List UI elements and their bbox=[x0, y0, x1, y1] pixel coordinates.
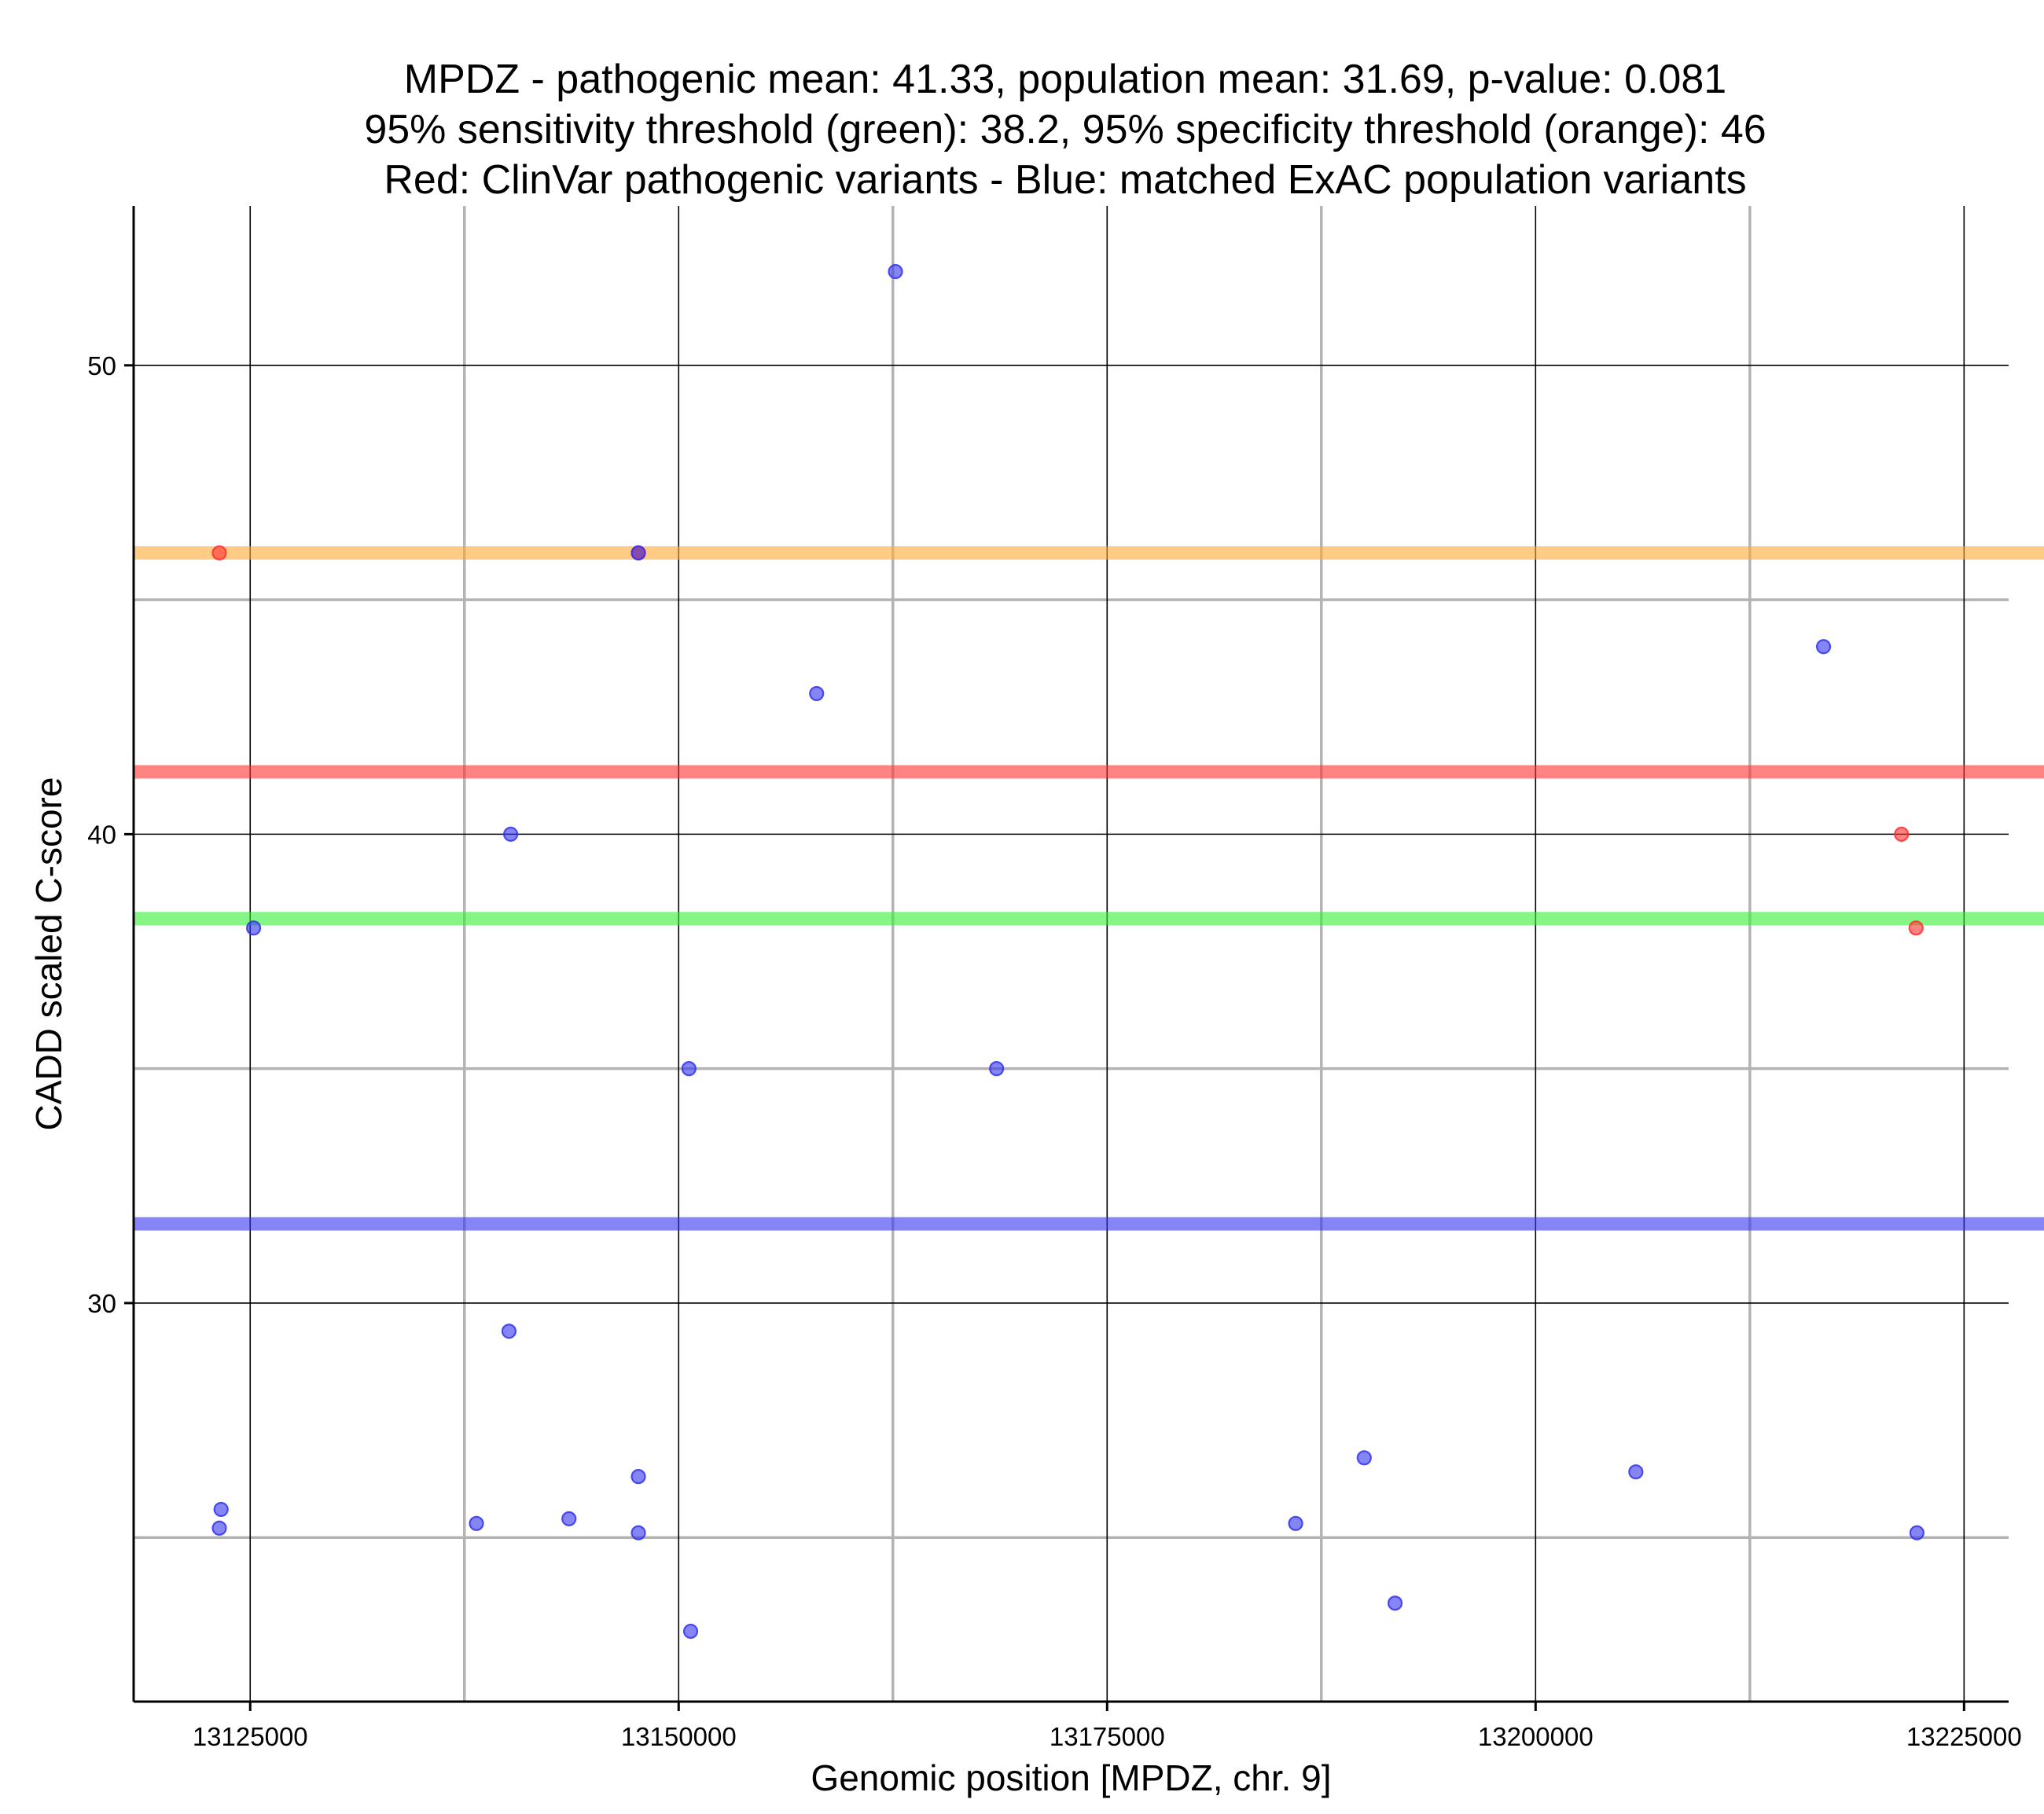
population-point bbox=[561, 1511, 577, 1526]
reference-lines bbox=[134, 545, 2044, 1231]
x-tick-label: 13175000 bbox=[1050, 1722, 1165, 1751]
population-point bbox=[630, 1525, 646, 1540]
y-tick-label: 50 bbox=[87, 351, 116, 380]
population-point bbox=[682, 1623, 699, 1640]
title-line-3: Red: ClinVar pathogenic variants - Blue:… bbox=[384, 157, 1746, 203]
data-points bbox=[211, 263, 1925, 1640]
population-point bbox=[469, 1515, 484, 1531]
population-point bbox=[211, 1520, 227, 1536]
population-point bbox=[246, 920, 262, 936]
x-tick-label: 13150000 bbox=[621, 1722, 737, 1751]
y-tick-label: 30 bbox=[87, 1289, 116, 1318]
grid-lines bbox=[134, 206, 2009, 1702]
population-point bbox=[503, 826, 519, 842]
population-point bbox=[888, 263, 903, 280]
pathogenic-point bbox=[211, 545, 227, 561]
x-axis-title: Genomic position [MPDZ, chr. 9] bbox=[811, 1757, 1331, 1798]
population-point bbox=[1387, 1596, 1403, 1611]
x-tick-label: 13200000 bbox=[1478, 1722, 1594, 1751]
y-tick-label: 40 bbox=[87, 820, 116, 849]
title-line-2: 95% sensitivity threshold (green): 38.2,… bbox=[364, 107, 1766, 152]
population-point bbox=[809, 685, 825, 702]
chart-title: MPDZ - pathogenic mean: 41.33, populatio… bbox=[364, 57, 1766, 203]
x-tick-label: 13225000 bbox=[1906, 1722, 2022, 1751]
population-point bbox=[989, 1061, 1005, 1077]
population-point bbox=[501, 1324, 517, 1339]
population-point bbox=[1909, 1525, 1925, 1540]
population-point bbox=[1628, 1464, 1644, 1480]
y-axis-title: CADD scaled C-score bbox=[28, 777, 69, 1131]
x-tick-label: 13125000 bbox=[193, 1722, 308, 1751]
population-point bbox=[213, 1501, 229, 1518]
title-line-1: MPDZ - pathogenic mean: 41.33, populatio… bbox=[404, 57, 1726, 102]
pathogenic-point bbox=[1908, 920, 1924, 936]
axis-labels: 13125000 13150000 13175000 13200000 13225000… bbox=[28, 351, 2022, 1798]
population-point bbox=[1288, 1515, 1303, 1531]
population-point bbox=[630, 545, 646, 561]
population-point bbox=[1815, 639, 1832, 655]
population-point bbox=[630, 1469, 646, 1485]
population-point bbox=[681, 1061, 697, 1077]
pathogenic-point bbox=[1894, 826, 1910, 842]
axes bbox=[124, 206, 2009, 1711]
population-point bbox=[1356, 1450, 1372, 1466]
